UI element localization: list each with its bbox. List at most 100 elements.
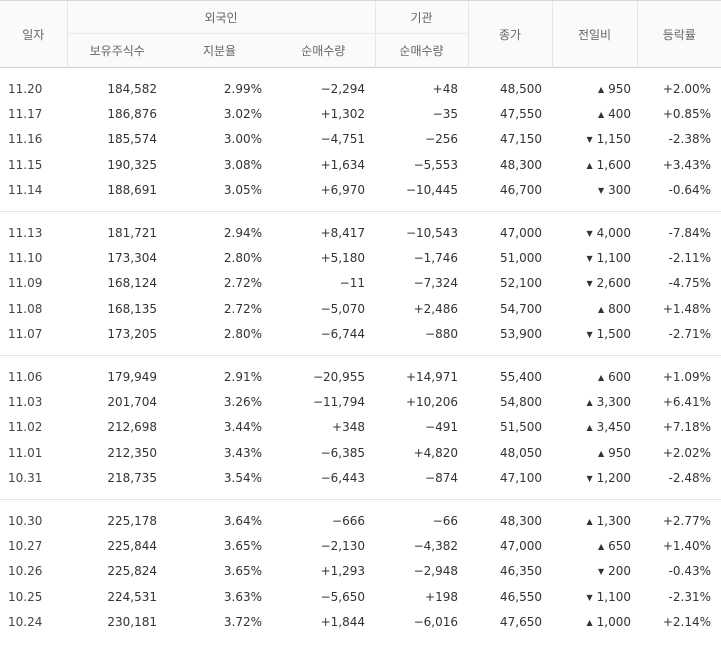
inst-net-cell: −2,948 [413,564,458,579]
holdings-cell: 225,824 [107,564,157,579]
date-cell: 11.14 [8,183,43,198]
rate-cell: +1.09% [662,369,711,384]
table-row: 11.01 212,350 3.43% −6,385 +4,820 48,050 ▲ 950 +… [0,440,721,465]
foreign-net-cell: −11 [339,276,365,291]
date-cell: 11.17 [8,107,43,122]
date-cell: 11.06 [8,369,43,384]
inst-net-cell: −10,543 [405,225,458,240]
table-row: 11.20 184,582 2.99% −2,294 +48 48,500 ▲ 950 +2.0… [0,68,721,102]
rate-cell: +6.41% [662,394,711,409]
date-cell: 10.24 [8,615,43,630]
date-cell: 10.25 [8,589,43,604]
change-cell: ▲ 950 [552,68,637,102]
date-cell: 10.27 [8,538,43,553]
ratio-cell: 2.80% [223,251,262,266]
holdings-cell: 201,704 [107,394,157,409]
rate-cell: -2.11% [668,251,711,266]
table-row: 11.14 188,691 3.05% +6,970 −10,445 46,700 ▼ 300… [0,178,721,212]
row-group: 10.30 225,178 3.64% −666 −66 48,300 ▲ 1,300 +2.7… [0,499,721,642]
triangle-down-icon: ▼ [586,279,593,289]
holdings-cell: 188,691 [107,183,157,198]
ratio-cell: 3.72% [223,615,262,630]
date-cell: 11.03 [8,394,43,409]
rate-cell: +2.77% [662,513,711,528]
header-rate: 등락률 [636,0,721,68]
close-cell: 46,550 [500,589,542,604]
row-group: 11.13 181,721 2.94% +8,417 −10,543 47,000 ▼ 4,0… [0,211,721,356]
holdings-cell: 186,876 [107,107,157,122]
triangle-up-icon: ▲ [586,618,593,628]
table-row: 11.02 212,698 3.44% +348 −491 51,500 ▲ 3,450 +7.… [0,415,721,440]
ratio-cell: 3.63% [223,589,262,604]
close-cell: 46,350 [500,564,542,579]
holdings-cell: 185,574 [107,132,157,147]
ratio-cell: 2.80% [223,327,262,342]
foreign-net-cell: +1,302 [320,107,365,122]
foreign-net-cell: −2,294 [320,81,365,96]
change-value: 200 [608,564,631,579]
inst-net-cell: +198 [425,589,458,604]
close-cell: 47,000 [500,538,542,553]
rate-cell: -2.48% [668,471,711,486]
change-value: 1,600 [596,157,631,172]
table-row: 10.24 230,181 3.72% +1,844 −6,016 47,650 ▲ 1,00… [0,609,721,642]
rate-cell: +2.02% [662,445,711,460]
change-value: 600 [608,369,631,384]
rate-cell: -2.31% [668,589,711,604]
holdings-cell: 168,124 [107,276,157,291]
foreign-net-cell: −5,070 [320,301,365,316]
triangle-down-icon: ▼ [597,186,605,196]
ratio-cell: 2.99% [223,81,262,96]
inst-net-cell: +4,820 [413,445,458,460]
change-cell: ▼ 300 [552,178,637,212]
date-cell: 11.01 [8,445,43,460]
triangle-up-icon: ▲ [597,110,605,120]
triangle-down-icon: ▼ [586,228,593,238]
holdings-cell: 225,178 [107,513,157,528]
foreign-net-cell: −11,794 [312,394,365,409]
rate-cell: +1.48% [662,301,711,316]
ratio-cell: 3.00% [223,132,262,147]
ratio-cell: 3.64% [223,513,262,528]
foreign-net-cell: +1,634 [320,157,365,172]
triangle-up-icon: ▲ [597,84,605,94]
inst-net-cell: +10,206 [405,394,458,409]
inst-net-cell: +14,971 [405,369,458,384]
change-cell: ▼ 1,150 [552,127,637,152]
header-holdings: 보유주식수 [66,33,167,68]
rate-cell: +2.14% [662,615,711,630]
date-cell: 11.08 [8,301,43,316]
holdings-cell: 184,582 [107,81,157,96]
foreign-net-cell: −6,385 [320,445,365,460]
close-cell: 53,900 [500,327,542,342]
close-cell: 54,700 [500,301,542,316]
rate-cell: -7.84% [668,225,711,240]
rate-cell: +7.18% [662,420,711,435]
close-cell: 47,000 [500,225,542,240]
table-row: 10.26 225,824 3.65% +1,293 −2,948 46,350 ▼ 200 -… [0,559,721,584]
inst-net-cell: −35 [432,107,458,122]
ratio-cell: 3.43% [223,445,262,460]
holdings-cell: 173,304 [107,251,157,266]
ratio-cell: 2.91% [223,369,262,384]
rate-cell: -2.71% [668,327,711,342]
close-cell: 51,000 [500,251,542,266]
change-value: 1,000 [596,615,631,630]
triangle-down-icon: ▼ [586,254,593,264]
date-cell: 11.13 [8,225,43,240]
change-value: 1,100 [596,589,631,604]
change-cell: ▼ 1,100 [552,584,637,609]
table-row: 11.16 185,574 3.00% −4,751 −256 47,150 ▼ 1,150 -… [0,127,721,152]
foreign-net-cell: −5,650 [320,589,365,604]
triangle-up-icon: ▲ [586,516,593,526]
foreign-net-cell: −2,130 [320,538,365,553]
triangle-down-icon: ▼ [586,330,593,340]
date-cell: 11.15 [8,157,43,172]
change-cell: ▼ 4,000 [552,211,637,245]
trading-table: 일자 외국인 기관 종가 전일비 등락률 보유주식수 지분율 순매수량 순매수량… [0,0,721,642]
close-cell: 46,700 [500,183,542,198]
triangle-down-icon: ▼ [586,135,593,145]
change-cell: ▲ 3,450 [552,415,637,440]
ratio-cell: 3.02% [223,107,262,122]
change-value: 3,300 [596,394,631,409]
